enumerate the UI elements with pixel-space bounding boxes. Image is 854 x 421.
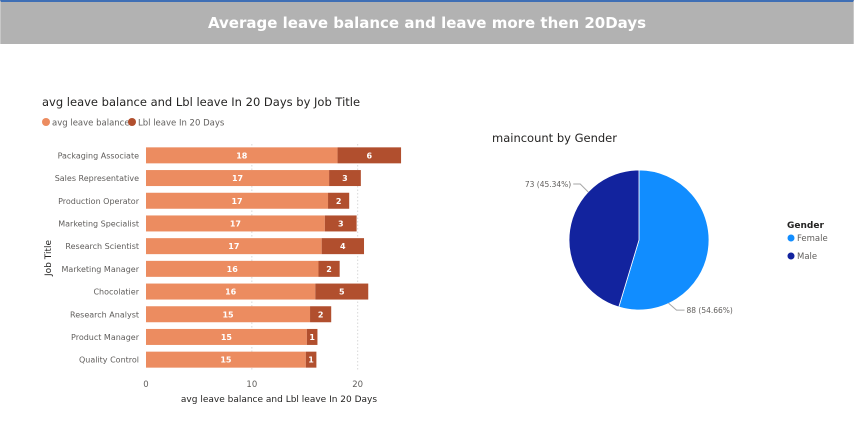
bar-avg-leave-balance-research-analyst[interactable]	[146, 306, 311, 323]
bar-lbl-leave-in-20-days-sales-representative[interactable]	[329, 170, 361, 187]
y-tick-label: Marketing Specialist	[58, 219, 139, 228]
legend-label-avg-leave-balance[interactable]: avg leave balance	[52, 119, 130, 129]
bar-avg-leave-balance-marketing-specialist[interactable]	[146, 215, 325, 232]
pie-chart-title: maincount by Gender	[492, 131, 617, 145]
page-title: Average leave balance and leave more the…	[207, 14, 647, 32]
bar-avg-leave-balance-quality-control[interactable]	[146, 351, 306, 368]
data-label: 15	[222, 310, 234, 319]
bar-avg-leave-balance-sales-representative[interactable]	[146, 170, 330, 187]
data-label: 17	[231, 197, 242, 206]
bar-chart-title: avg leave balance and Lbl leave In 20 Da…	[42, 95, 360, 109]
pie-leader-line	[668, 302, 685, 311]
data-label: 18	[236, 151, 248, 160]
pie-chart-visual[interactable]: maincount by Gender 88 (54.66%) 73 (45.34…	[492, 131, 828, 315]
x-tick-label: 20	[352, 380, 363, 390]
pie-legend[interactable]: Gender Female Male	[787, 221, 828, 262]
legend-marker-female	[787, 234, 795, 242]
page-header: Average leave balance and leave more the…	[0, 0, 854, 44]
legend-label-male[interactable]: Male	[797, 252, 817, 262]
pie-data-label-male: 73 (45.34%)	[525, 180, 571, 189]
bar-lbl-leave-in-20-days-marketing-manager[interactable]	[318, 260, 340, 277]
bar-lbl-leave-in-20-days-chocolatier[interactable]	[315, 283, 369, 300]
y-tick-label: Quality Control	[79, 356, 139, 365]
data-label: 16	[227, 265, 239, 274]
bar-chart-visual[interactable]: avg leave balance and Lbl leave In 20 Da…	[42, 95, 402, 405]
data-label: 3	[338, 219, 344, 228]
y-axis-title: Job Title	[44, 240, 54, 277]
bar-lbl-leave-in-20-days-research-scientist[interactable]	[321, 238, 365, 255]
y-tick-label: Product Manager	[71, 333, 140, 342]
bar-avg-leave-balance-chocolatier[interactable]	[146, 283, 316, 300]
legend-marker-avg-leave-balance	[42, 118, 50, 126]
x-tick-label: 0	[143, 380, 148, 390]
legend-marker-male	[787, 252, 795, 260]
data-label: 2	[326, 265, 332, 274]
bar-lbl-leave-in-20-days-production-operator[interactable]	[328, 192, 350, 209]
x-axis-title: avg leave balance and Lbl leave In 20 Da…	[181, 395, 377, 405]
pie-slice-male[interactable]	[568, 169, 640, 308]
pie-slice-female[interactable]	[618, 169, 710, 311]
data-label: 4	[340, 242, 346, 251]
data-label: 5	[339, 288, 345, 297]
bar-avg-leave-balance-marketing-manager[interactable]	[146, 260, 319, 277]
y-tick-label: Packaging Associate	[58, 151, 140, 160]
y-tick-label: Sales Representative	[55, 174, 139, 183]
legend-label-female[interactable]: Female	[797, 234, 828, 244]
x-tick-label: 10	[246, 380, 257, 390]
data-label: 3	[342, 174, 348, 183]
y-tick-label: Chocolatier	[93, 288, 139, 297]
bar-lbl-leave-in-20-days-product-manager[interactable]	[306, 328, 318, 345]
data-label: 1	[309, 333, 315, 342]
bar-avg-leave-balance-packaging-associate[interactable]	[146, 147, 338, 164]
bar-avg-leave-balance-product-manager[interactable]	[146, 328, 307, 345]
bar-lbl-leave-in-20-days-packaging-associate[interactable]	[337, 147, 402, 164]
bar-avg-leave-balance-research-scientist[interactable]	[146, 238, 322, 255]
y-tick-label: Research Scientist	[65, 242, 139, 251]
bars: 18 6 17 3 17 2 17 3 17 4 16 2 16 5 15 2 15 1 15 1	[146, 147, 402, 368]
data-label: 17	[232, 174, 243, 183]
pie-legend-title: Gender	[787, 221, 824, 231]
data-label: 6	[367, 151, 373, 160]
bar-lbl-leave-in-20-days-research-analyst[interactable]	[310, 306, 332, 323]
data-label: 15	[221, 333, 233, 342]
data-label: 16	[225, 288, 237, 297]
data-label: 17	[230, 219, 241, 228]
data-label: 1	[308, 356, 314, 365]
pie-leader-line	[573, 183, 589, 193]
y-tick-label: Research Analyst	[70, 310, 139, 319]
data-label: 17	[228, 242, 239, 251]
y-tick-label: Production Operator	[58, 197, 140, 206]
legend-label-lbl-leave[interactable]: Lbl leave In 20 Days	[138, 119, 225, 129]
bar-avg-leave-balance-production-operator[interactable]	[146, 192, 329, 209]
data-label: 2	[318, 310, 324, 319]
value-axis: 0 10 20	[143, 380, 363, 390]
data-label: 2	[336, 197, 342, 206]
bar-chart-legend[interactable]: avg leave balance Lbl leave In 20 Days	[42, 118, 225, 129]
y-tick-label: Marketing Manager	[62, 265, 140, 274]
bar-lbl-leave-in-20-days-quality-control[interactable]	[305, 351, 317, 368]
pie-data-label-female: 88 (54.66%)	[686, 306, 732, 315]
category-axis: Packaging Associate Sales Representative P…	[55, 151, 140, 364]
bar-lbl-leave-in-20-days-marketing-specialist[interactable]	[324, 215, 357, 232]
legend-marker-lbl-leave	[128, 118, 136, 126]
pie-slices: 88 (54.66%) 73 (45.34%)	[525, 169, 733, 315]
data-label: 15	[220, 356, 232, 365]
